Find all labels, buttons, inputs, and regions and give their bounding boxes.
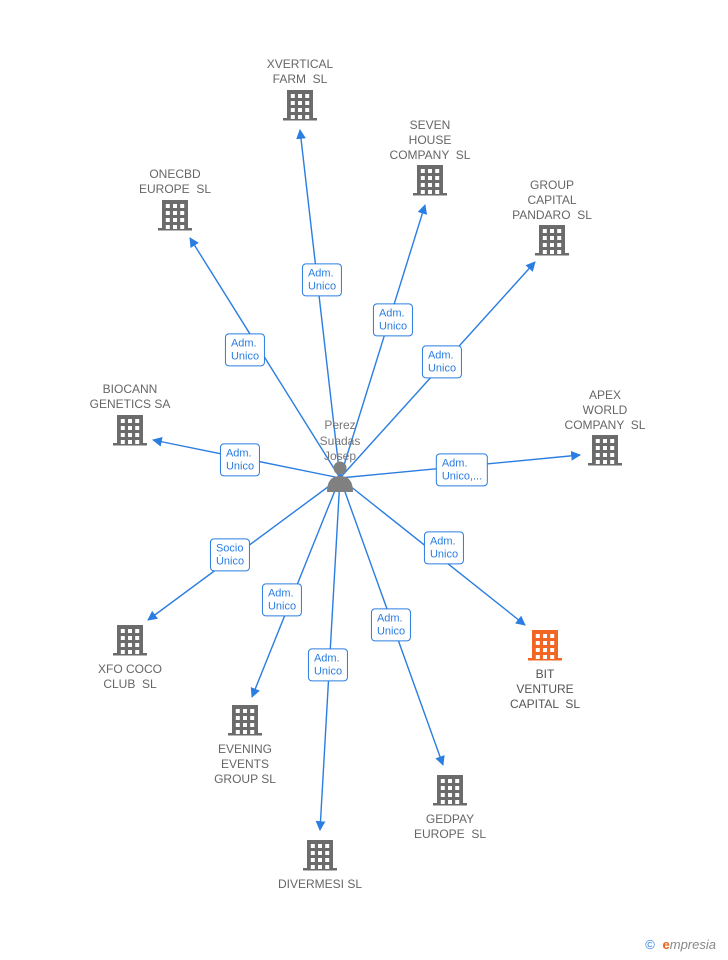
company-label: XFO COCO CLUB SL (98, 662, 162, 692)
edge-label: Adm. Unico (225, 333, 265, 366)
building-icon (413, 165, 447, 196)
copyright-symbol: © (645, 937, 655, 952)
building-icon (528, 630, 562, 661)
company-label: GROUP CAPITAL PANDARO SL (512, 178, 592, 223)
company-label: APEX WORLD COMPANY SL (565, 388, 646, 433)
building-icon (113, 625, 147, 656)
brand-rest: mpresia (670, 937, 716, 952)
edge-label: Adm. Unico (371, 608, 411, 641)
edge-label: Adm. Unico (308, 648, 348, 681)
building-icon (228, 705, 262, 736)
edge-label: Adm. Unico (302, 263, 342, 296)
building-icon (433, 775, 467, 806)
company-label: EVENING EVENTS GROUP SL (214, 742, 276, 787)
building-icon (535, 225, 569, 256)
edge-label: Adm. Unico (422, 345, 462, 378)
footer-copyright: © empresia (645, 937, 716, 952)
edge-label: Socio Único (210, 538, 250, 571)
company-label: GEDPAY EUROPE SL (414, 812, 486, 842)
company-label: XVERTICAL FARM SL (267, 57, 333, 87)
company-label: SEVEN HOUSE COMPANY SL (390, 118, 471, 163)
company-label: ONECBD EUROPE SL (139, 167, 211, 197)
network-svg (0, 0, 728, 960)
brand-first-letter: e (663, 937, 670, 952)
edge-label: Adm. Unico (220, 443, 260, 476)
building-icon (283, 90, 317, 121)
edge-label: Adm. Unico (424, 531, 464, 564)
company-label: BIOCANN GENETICS SA (90, 382, 171, 412)
building-icon (158, 200, 192, 231)
company-label: BIT VENTURE CAPITAL SL (510, 667, 580, 712)
center-person-label: Perez Suadas Josep (320, 418, 361, 465)
building-icon (588, 435, 622, 466)
edge-label: Adm. Unico (262, 583, 302, 616)
edge-label: Adm. Unico (373, 303, 413, 336)
building-icon (303, 840, 337, 871)
edge-label: Adm. Unico,... (436, 453, 488, 486)
company-label: DIVERMESI SL (278, 877, 362, 892)
building-icon (113, 415, 147, 446)
